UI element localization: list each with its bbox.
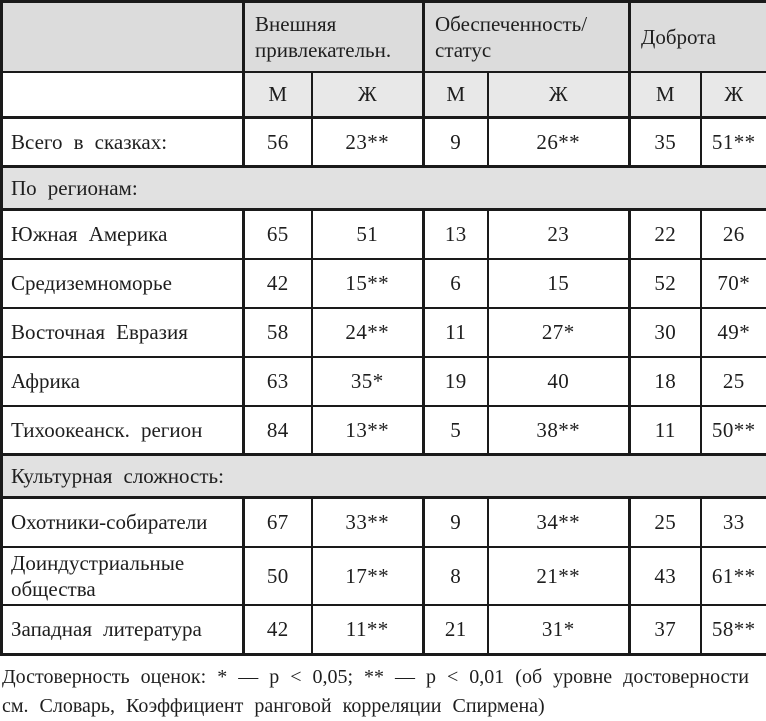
row-label: Южная Америка [2,210,244,259]
subheader-m-1: М [244,72,312,118]
value-cell: 49* [701,308,766,357]
row-label: Всего в сказках: [2,118,244,167]
row-label: Доиндустриальные общества [2,547,244,606]
value-cell: 34** [488,498,630,547]
value-cell: 43 [630,547,701,606]
value-cell: 21** [488,547,630,606]
subheader-f-2: Ж [488,72,630,118]
value-cell: 30 [630,308,701,357]
value-cell: 6 [424,259,488,308]
correlation-table: Внешняя привлекательн. Обеспеченность/ с… [0,0,766,656]
section-row: По регионам: [2,167,766,210]
row-label: Африка [2,357,244,406]
value-cell: 70* [701,259,766,308]
value-cell: 50 [244,547,312,606]
value-cell: 24** [312,308,424,357]
value-cell: 33** [312,498,424,547]
value-cell: 63 [244,357,312,406]
value-cell: 17** [312,547,424,606]
subheader-m-3: М [630,72,701,118]
value-cell: 42 [244,259,312,308]
value-cell: 50** [701,406,766,455]
section-label: По регионам: [2,167,766,210]
value-cell: 25 [630,498,701,547]
value-cell: 38** [488,406,630,455]
value-cell: 22 [630,210,701,259]
section-label: Культурная сложность: [2,455,766,498]
value-cell: 26** [488,118,630,167]
row-label: Охотники-собиратели [2,498,244,547]
value-cell: 56 [244,118,312,167]
value-cell: 11 [424,308,488,357]
value-cell: 84 [244,406,312,455]
subheader-row: М Ж М Ж М Ж [2,72,766,118]
subheader-f-1: Ж [312,72,424,118]
value-cell: 11** [312,605,424,654]
row-label: Средиземноморье [2,259,244,308]
footnote: Достоверность оценок: * — p < 0,05; ** —… [0,663,766,721]
row-label: Восточная Евразия [2,308,244,357]
value-cell: 18 [630,357,701,406]
group-header-kindness: Доброта [630,2,766,72]
value-cell: 61** [701,547,766,606]
value-cell: 13** [312,406,424,455]
section-row: Культурная сложность: [2,455,766,498]
footnote-line-1: Достоверность оценок: * — p < 0,05; ** —… [2,663,766,692]
value-cell: 51** [701,118,766,167]
value-cell: 33 [701,498,766,547]
group-header-status: Обеспеченность/ статус [424,2,630,72]
value-cell: 8 [424,547,488,606]
value-cell: 23 [488,210,630,259]
value-cell: 11 [630,406,701,455]
value-cell: 51 [312,210,424,259]
value-cell: 35* [312,357,424,406]
group-header-attractiveness: Внешняя привлекательн. [244,2,424,72]
value-cell: 25 [701,357,766,406]
value-cell: 9 [424,118,488,167]
row-label: Тихоокеанск. регион [2,406,244,455]
group-header-row: Внешняя привлекательн. Обеспеченность/ с… [2,2,766,72]
subheader-f-3: Ж [701,72,766,118]
value-cell: 37 [630,605,701,654]
value-cell: 35 [630,118,701,167]
value-cell: 58 [244,308,312,357]
row-label: Западная литература [2,605,244,654]
value-cell: 23** [312,118,424,167]
value-cell: 15** [312,259,424,308]
subheader-m-2: М [424,72,488,118]
value-cell: 31* [488,605,630,654]
blank-cell [2,72,244,118]
value-cell: 42 [244,605,312,654]
value-cell: 67 [244,498,312,547]
value-cell: 52 [630,259,701,308]
value-cell: 27* [488,308,630,357]
value-cell: 5 [424,406,488,455]
value-cell: 58** [701,605,766,654]
footnote-line-2: см. Словарь, Коэффициент ранговой коррел… [2,692,766,721]
value-cell: 19 [424,357,488,406]
value-cell: 15 [488,259,630,308]
value-cell: 65 [244,210,312,259]
value-cell: 21 [424,605,488,654]
value-cell: 26 [701,210,766,259]
value-cell: 13 [424,210,488,259]
value-cell: 9 [424,498,488,547]
value-cell: 40 [488,357,630,406]
corner-cell [2,2,244,72]
